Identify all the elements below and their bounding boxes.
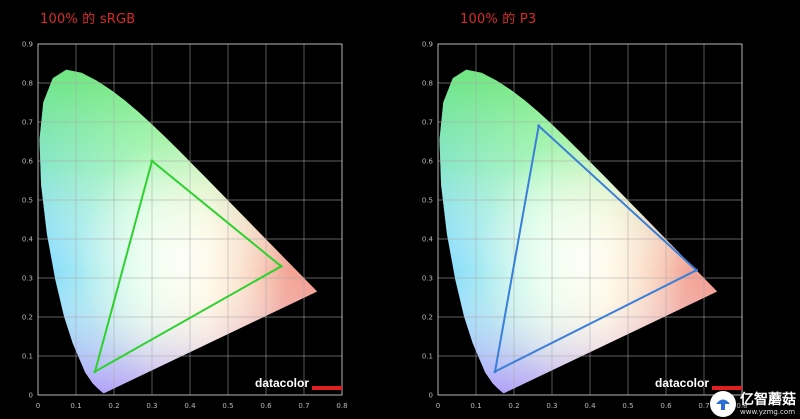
y-tick-label: 0.2 [22, 314, 33, 322]
gamut-triangle [493, 123, 699, 374]
datacolor-logo: datacolor [255, 376, 309, 390]
y-tick-label: 0.3 [422, 275, 433, 283]
x-tick-label: 0.8 [336, 402, 347, 410]
plot-frame [37, 43, 343, 396]
y-tick-label: 0.2 [422, 314, 433, 322]
y-tick-label: 0.9 [422, 41, 433, 49]
gamut-triangle [93, 159, 283, 374]
x-tick-label: 0.7 [698, 402, 709, 410]
x-tick-label: 0 [36, 402, 40, 410]
gamut-vertex-point [150, 159, 154, 163]
y-tick-label: 0.6 [422, 158, 434, 166]
y-tick-label: 0.3 [22, 275, 33, 283]
x-tick-label: 0.3 [546, 402, 557, 410]
chart-title-srgb: 100% 的 sRGB [40, 12, 136, 27]
chromaticity-chart-srgb: 0 0.1 0.2 0.3 0.4 0.5 0.6 0.7 0.8 0 0.1 0.2 0.3 0.4 0.… [22, 41, 348, 411]
gamut-vertex-point [493, 370, 497, 374]
plot-frame [437, 43, 743, 396]
x-tick-label: 0.8 [736, 402, 747, 410]
watermark-url: www.yzmg.com [740, 407, 796, 416]
x-tick-label: 0.2 [508, 402, 519, 410]
y-tick-label: 0.6 [22, 158, 34, 166]
x-tick-label: 0.6 [260, 402, 272, 410]
y-tick-label: 0.4 [22, 236, 34, 244]
chart-title-p3: 100% 的 P3 [460, 12, 537, 27]
datacolor-logo-bar [712, 386, 742, 390]
y-tick-label: 0.1 [22, 353, 33, 361]
gamut-vertex-point [694, 268, 698, 272]
x-tick-label: 0.3 [146, 402, 157, 410]
y-tick-label: 0.4 [422, 236, 434, 244]
watermark-name: 亿智蘑菇 [740, 391, 796, 408]
x-tick-label: 0 [436, 402, 440, 410]
chromaticity-chart-p3: 0 0.1 0.2 0.3 0.4 0.5 0.6 0.7 0.8 0 0.1 0.2 0.3 0.4 0.… [422, 41, 748, 411]
watermark: 亿智蘑菇 www.yzmg.com [710, 391, 796, 417]
gamut-vertex-point [279, 264, 283, 268]
y-tick-label: 0.9 [22, 41, 33, 49]
x-tick-label: 0.5 [622, 402, 633, 410]
gamut-vertex-point [537, 124, 541, 128]
x-tick-label: 0.1 [470, 402, 481, 410]
x-tick-label: 0.4 [584, 402, 596, 410]
gamut-vertex-point [93, 370, 97, 374]
x-tick-label: 0.5 [222, 402, 233, 410]
y-tick-label: 0.8 [422, 80, 433, 88]
x-tick-label: 0.7 [298, 402, 309, 410]
x-tick-label: 0.1 [70, 402, 81, 410]
y-tick-label: 0 [429, 392, 433, 400]
y-tick-label: 0.7 [22, 119, 33, 127]
y-tick-label: 0.5 [422, 197, 433, 205]
x-tick-label: 0.2 [108, 402, 119, 410]
x-tick-label: 0.6 [660, 402, 672, 410]
datacolor-logo: datacolor [655, 376, 709, 390]
datacolor-logo-bar [312, 386, 342, 390]
x-tick-label: 0.4 [184, 402, 196, 410]
y-tick-label: 0.8 [22, 80, 33, 88]
y-tick-label: 0.5 [22, 197, 33, 205]
y-tick-label: 0.1 [422, 353, 433, 361]
mushroom-logo-icon [710, 391, 736, 417]
y-tick-label: 0.7 [422, 119, 433, 127]
y-tick-label: 0 [29, 392, 33, 400]
